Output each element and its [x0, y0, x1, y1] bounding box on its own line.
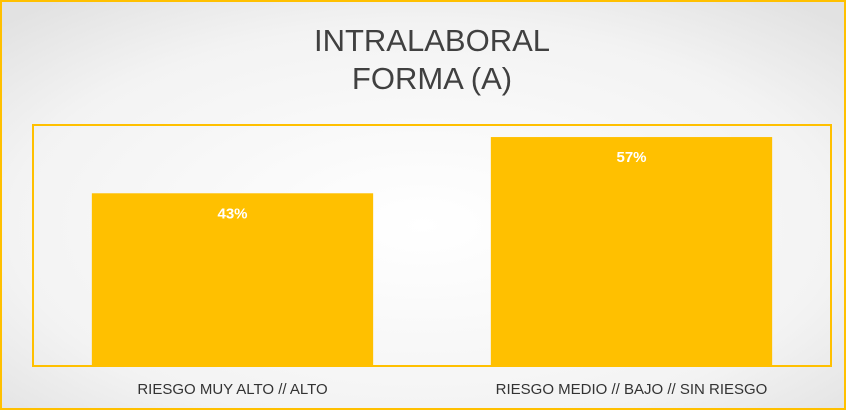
- plot-frame: [32, 124, 832, 367]
- chart-title: FORMA (A): [352, 61, 512, 96]
- x-tick-label: RIESGO MEDIO // BAJO // SIN RIESGO: [496, 381, 768, 398]
- value-label: 57%: [616, 149, 646, 166]
- x-tick-label: RIESGO MUY ALTO // ALTO: [137, 381, 327, 398]
- chart-title: INTRALABORAL: [314, 23, 550, 58]
- value-label: 43%: [217, 205, 247, 222]
- bar: [91, 193, 374, 366]
- bar: [490, 137, 773, 366]
